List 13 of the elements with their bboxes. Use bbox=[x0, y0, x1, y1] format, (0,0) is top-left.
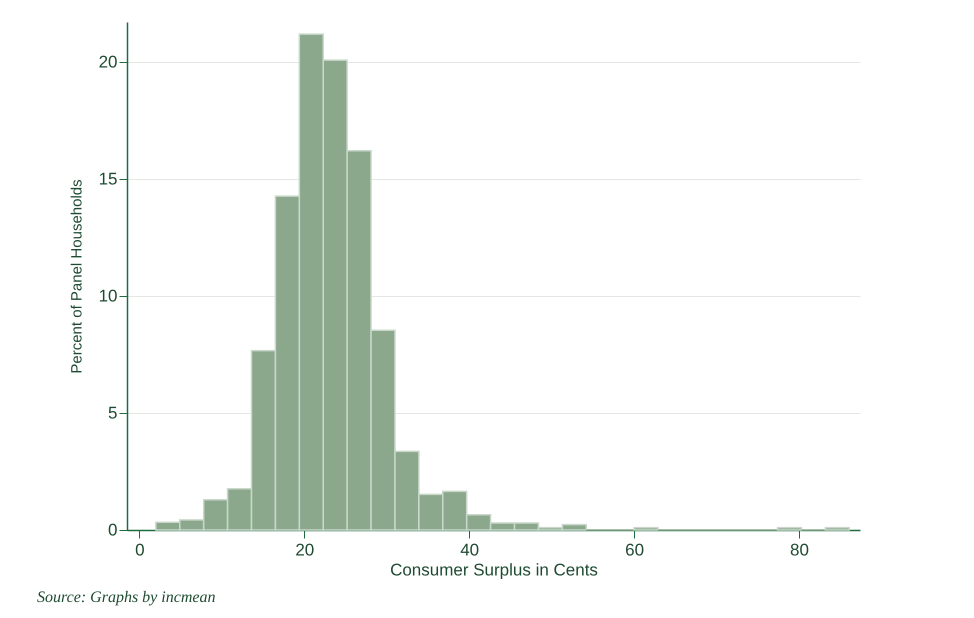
x-tick-label: 40 bbox=[460, 540, 480, 560]
y-axis-title: Percent of Panel Households bbox=[68, 179, 86, 374]
y-tick-label: 0 bbox=[108, 520, 118, 540]
x-axis-title: Consumer Surplus in Cents bbox=[390, 560, 598, 580]
x-tick-label: 80 bbox=[790, 540, 809, 560]
x-tick-label: 20 bbox=[295, 540, 314, 560]
y-tick-label: 5 bbox=[108, 403, 118, 422]
x-tick-label: 0 bbox=[135, 540, 145, 560]
y-tick-label: 20 bbox=[98, 52, 118, 72]
y-tick-label: 15 bbox=[98, 169, 118, 188]
source-note: Source: Graphs by incmean bbox=[37, 589, 216, 606]
y-tick-label: 10 bbox=[98, 286, 118, 306]
x-tick-label: 60 bbox=[625, 540, 644, 560]
